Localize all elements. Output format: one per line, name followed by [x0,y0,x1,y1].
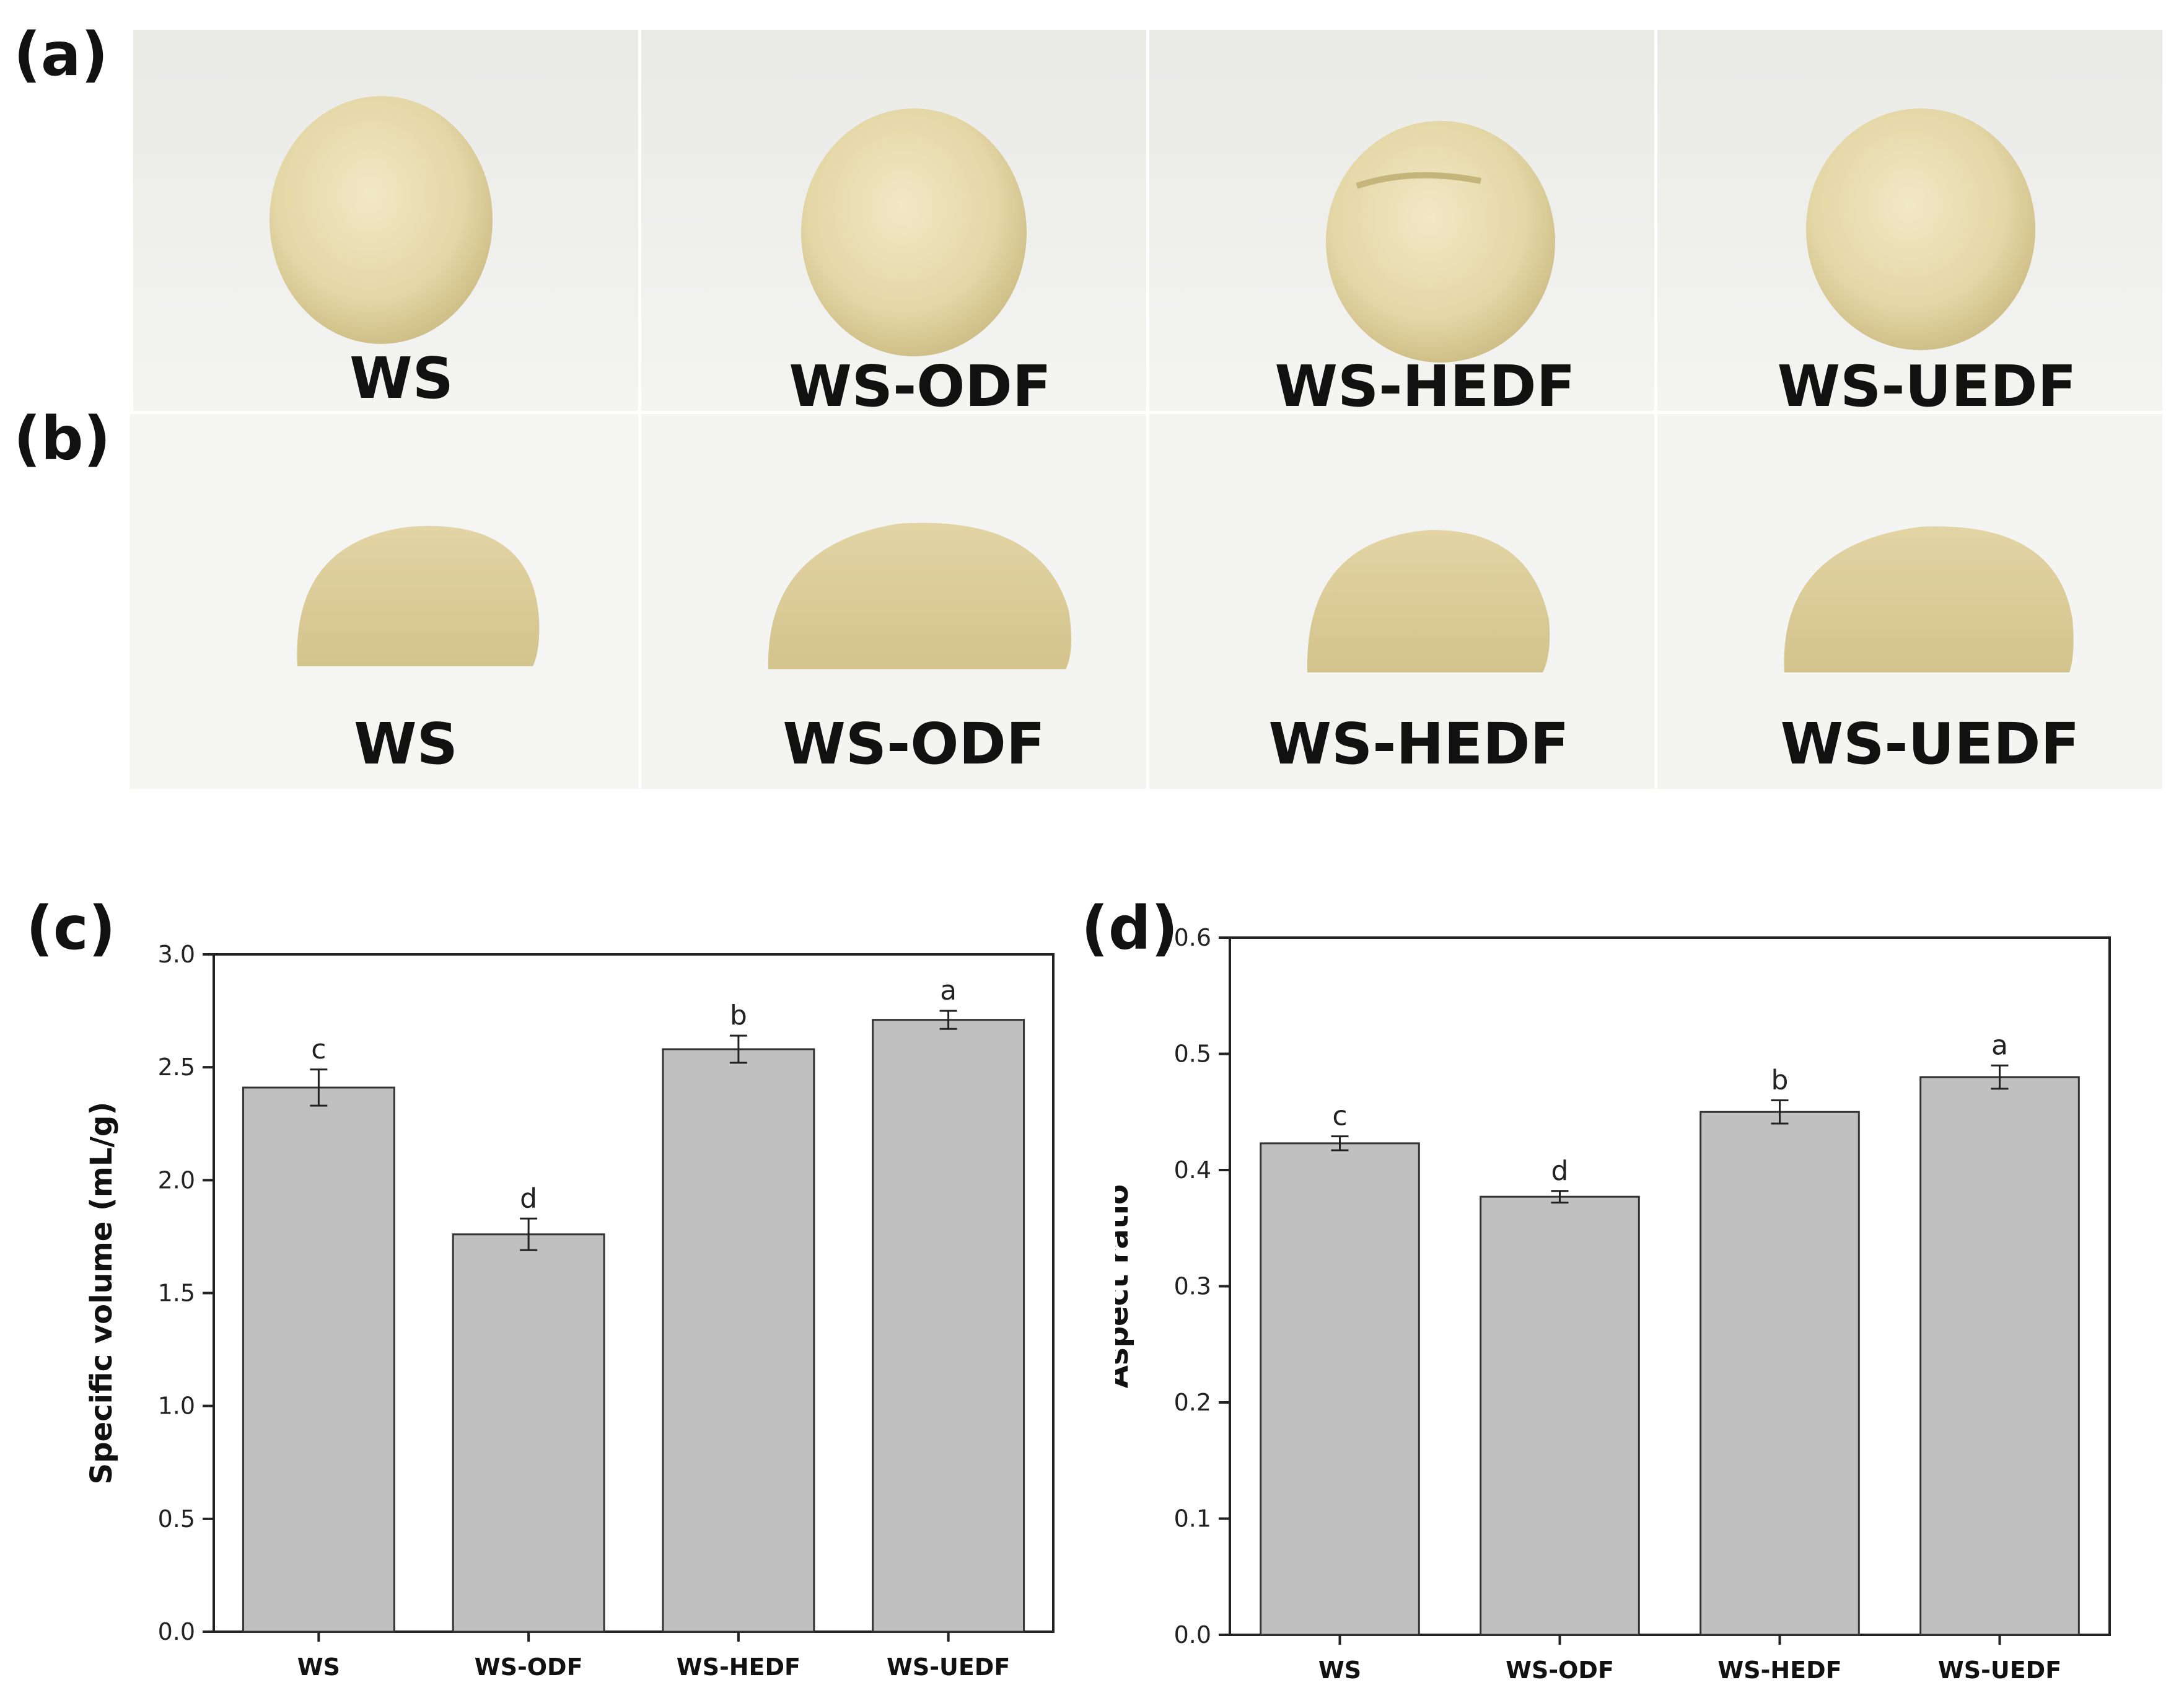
bar-ws-odf [1480,1195,1640,1636]
significance-label: b [730,1000,747,1031]
y-tick-label: 0.5 [1174,1041,1211,1068]
y-tick-label: 0.1 [1174,1505,1211,1533]
significance-label: c [311,1034,326,1065]
panel-label-a: (a) [14,20,108,89]
y-tick-label: 0.3 [1174,1273,1211,1300]
caption-a-ws-odf: WS-ODF [789,353,1051,420]
bun-half-ws-hedf [1307,530,1550,672]
bar-ws [242,1086,395,1633]
y-axis-label: Aspect ratio [1115,1184,1135,1388]
x-tick-label: WS-HEDF [1717,1657,1841,1684]
caption-a-ws-uedf: WS-UEDF [1778,353,2077,420]
row-a-photos: WS WS-ODF WS-HEDF WS-UEDF [133,30,2162,420]
panel-label-c: (c) [26,894,116,963]
bun-whole-ws-hedf [1326,121,1555,363]
bar-ws-uedf [1919,1076,2080,1636]
x-tick-label: WS-UEDF [1938,1657,2061,1684]
caption-a-ws-hedf: WS-HEDF [1275,353,1576,420]
caption-b-ws-uedf: WS-UEDF [1781,711,2080,777]
y-tick-label: 1.5 [158,1280,195,1307]
bun-whole-ws-uedf [1806,108,2035,350]
panel-label-d: (d) [1081,894,1178,963]
y-tick-label: 2.0 [158,1166,195,1194]
bun-half-ws [297,526,540,666]
caption-a-ws: WS [349,345,454,411]
x-tick-label: WS-ODF [475,1653,583,1681]
significance-label: b [1771,1065,1789,1096]
y-tick-label: 3.0 [158,941,195,968]
y-tick-label: 2.5 [158,1054,195,1081]
significance-label: a [940,975,957,1006]
bun-half-ws-uedf [1784,526,2074,672]
bun-whole-ws-odf [801,108,1027,356]
row-b-photos: WS WS-ODF WS-HEDF WS-UEDF [130,414,2162,789]
y-tick-label: 0.6 [1174,924,1211,951]
y-tick-label: 0.0 [158,1618,195,1645]
y-tick-label: 1.0 [158,1393,195,1420]
significance-label: a [1991,1029,2008,1061]
bun-crack-ws-hedf [1356,172,1481,189]
caption-b-ws-hedf: WS-HEDF [1269,711,1569,777]
bar-ws [1260,1142,1420,1636]
caption-b-ws-odf: WS-ODF [783,711,1045,777]
x-tick-label: WS [1318,1657,1361,1684]
panel-label-b: (b) [14,404,111,473]
y-tick-label: 0.0 [1174,1621,1211,1648]
bun-half-ws-odf [768,522,1071,669]
bar-ws-hedf [1699,1111,1860,1636]
y-axis-label: Specific volume (mL/g) [84,1102,119,1485]
bar-ws-uedf [872,1019,1025,1633]
significance-label: d [520,1182,537,1214]
significance-label: d [1551,1155,1569,1187]
chart-aspect-ratio: 0.0 0.1 0.2 0.3 0.4 0.5 0.6 Aspect ratio c WS d WS-… [1115,924,2111,1684]
y-tick-label: 0.4 [1174,1156,1211,1184]
bar-ws-odf [452,1233,605,1633]
bar-ws-hedf [662,1048,815,1633]
y-tick-label: 0.2 [1174,1389,1211,1416]
x-tick-label: WS [297,1653,340,1681]
y-tick-label: 0.5 [158,1505,195,1533]
x-tick-label: WS-ODF [1506,1657,1614,1684]
bun-whole-ws [270,96,493,344]
significance-label: c [1332,1101,1347,1132]
caption-b-ws: WS [354,711,458,777]
x-tick-label: WS-UEDF [887,1653,1010,1681]
x-tick-label: WS-HEDF [677,1653,800,1681]
photo-grid: WS WS-ODF WS-HEDF WS-UEDF WS WS-ODF WS-H… [130,30,2162,789]
chart-specific-volume: 0.0 0.5 1.0 1.5 2.0 2.5 3.0 Specific volume (mL… [84,941,1055,1681]
